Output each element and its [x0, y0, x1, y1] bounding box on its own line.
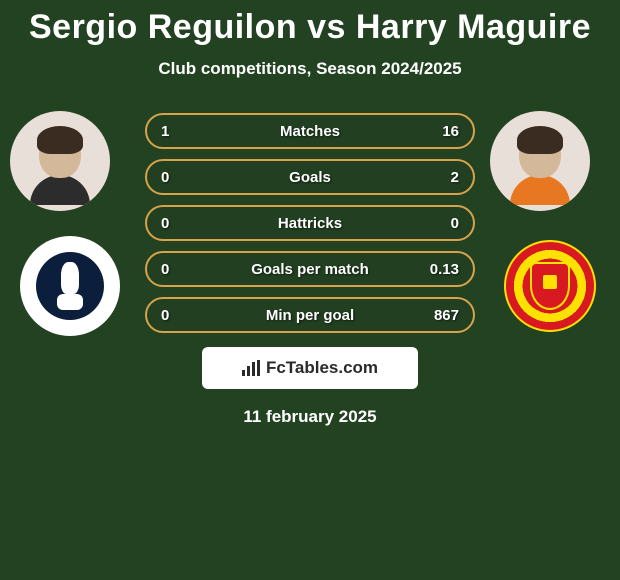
stat-row: 0 Goals 2 — [145, 159, 475, 195]
stat-row: 0 Goals per match 0.13 — [145, 251, 475, 287]
date-label: 11 february 2025 — [0, 407, 620, 427]
page-subtitle: Club competitions, Season 2024/2025 — [0, 59, 620, 79]
stat-left-value: 0 — [161, 169, 201, 186]
stat-label: Matches — [201, 123, 419, 140]
stat-left-value: 0 — [161, 261, 201, 278]
brand-text: FcTables.com — [266, 358, 378, 378]
stat-label: Goals per match — [201, 261, 419, 278]
page-title: Sergio Reguilon vs Harry Maguire — [0, 8, 620, 47]
stats-list: 1 Matches 16 0 Goals 2 0 Hattricks 0 0 G… — [145, 111, 475, 333]
comparison-panel: 1 Matches 16 0 Goals 2 0 Hattricks 0 0 G… — [0, 111, 620, 427]
tottenham-crest-icon — [36, 252, 104, 320]
header: Sergio Reguilon vs Harry Maguire Club co… — [0, 0, 620, 79]
stat-left-value: 0 — [161, 215, 201, 232]
stat-label: Goals — [201, 169, 419, 186]
player-left-avatar — [10, 111, 110, 211]
stat-row: 1 Matches 16 — [145, 113, 475, 149]
stat-left-value: 1 — [161, 123, 201, 140]
stat-left-value: 0 — [161, 307, 201, 324]
stat-label: Min per goal — [201, 307, 419, 324]
club-left-crest — [20, 236, 120, 336]
stat-right-value: 2 — [419, 169, 459, 186]
man-utd-crest-icon — [504, 240, 596, 332]
person-icon — [30, 124, 90, 199]
stat-label: Hattricks — [201, 215, 419, 232]
stat-right-value: 16 — [419, 123, 459, 140]
player-right-avatar — [490, 111, 590, 211]
bars-icon — [242, 360, 260, 376]
stat-row: 0 Min per goal 867 — [145, 297, 475, 333]
stat-row: 0 Hattricks 0 — [145, 205, 475, 241]
person-icon — [510, 124, 570, 199]
club-right-crest — [500, 236, 600, 336]
stat-right-value: 0.13 — [419, 261, 459, 278]
stat-right-value: 867 — [419, 307, 459, 324]
stat-right-value: 0 — [419, 215, 459, 232]
brand-badge: FcTables.com — [202, 347, 418, 389]
